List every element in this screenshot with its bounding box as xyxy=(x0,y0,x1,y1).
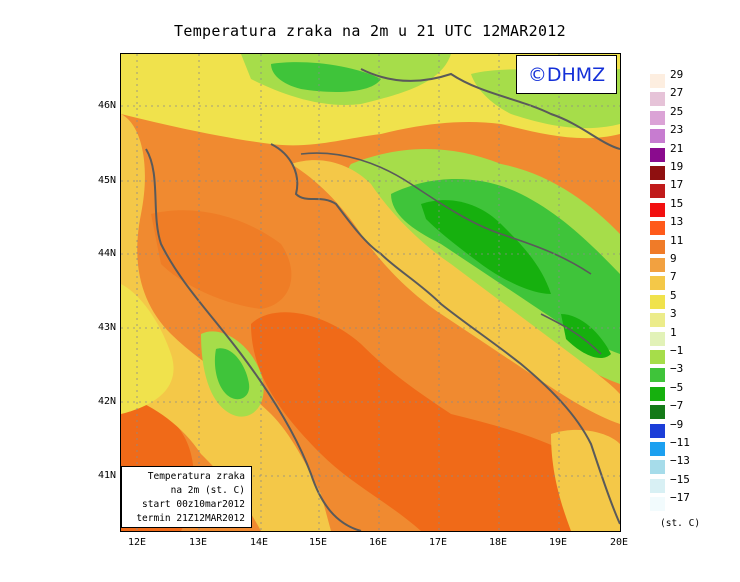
legend-swatch xyxy=(650,110,665,125)
info-line-4: termin 21Z12MAR2012 xyxy=(136,513,245,524)
field-dinaric-cold xyxy=(421,200,551,294)
legend-label: 1 xyxy=(670,325,677,339)
x-tick-20e: 20E xyxy=(609,537,629,548)
legend-swatch xyxy=(650,442,665,456)
x-tick-12e: 12E xyxy=(127,537,147,548)
legend-label: 7 xyxy=(670,270,677,284)
coastline-balkans xyxy=(270,143,620,525)
y-tick-41n: 41N xyxy=(97,470,116,481)
legend-label: 5 xyxy=(670,288,677,302)
legend-swatch xyxy=(650,92,665,107)
legend-label: −13 xyxy=(670,454,690,468)
legend-swatch xyxy=(650,331,665,346)
legend-label: 17 xyxy=(670,178,684,192)
y-tick-45n: 45N xyxy=(97,175,116,186)
info-line-1: Temperatura zraka xyxy=(147,471,245,482)
legend-label: 15 xyxy=(670,196,684,210)
x-tick-15e: 15E xyxy=(308,537,328,548)
legend-label: 21 xyxy=(670,141,684,155)
temperature-map xyxy=(120,53,621,532)
x-tick-19e: 19E xyxy=(548,537,568,548)
legend-label: 19 xyxy=(670,160,684,173)
legend-swatch xyxy=(650,313,665,328)
legend-swatch xyxy=(650,239,665,254)
legend-label: 11 xyxy=(670,233,684,247)
gridlines xyxy=(121,54,620,531)
legend-label: 27 xyxy=(670,86,684,100)
field-montenegro-cold xyxy=(561,314,611,359)
y-tick-46n: 46N xyxy=(97,100,116,111)
legend-label: 29 xyxy=(670,68,684,81)
field-sea-core-south xyxy=(251,312,601,531)
legend-swatch xyxy=(650,497,665,512)
field-italy-land xyxy=(121,114,331,531)
coastline-italy xyxy=(145,148,362,531)
legend-label: −9 xyxy=(670,417,684,431)
legend-label: −5 xyxy=(670,380,684,394)
legend-swatch xyxy=(650,184,665,199)
y-tick-44n: 44N xyxy=(97,248,116,259)
x-tick-14e: 14E xyxy=(249,537,269,548)
info-box: Temperatura zraka na 2m (st. C) start 00… xyxy=(121,466,252,528)
field-croatian-coast xyxy=(291,160,620,424)
legend-swatch xyxy=(650,350,665,364)
legend-swatch xyxy=(650,202,665,217)
legend-swatch xyxy=(650,478,665,493)
legend-swatch xyxy=(650,129,665,144)
dhmz-logo: ©DHMZ xyxy=(516,55,617,94)
legend-swatch xyxy=(650,460,665,475)
legend-label: 13 xyxy=(670,215,684,229)
legend-label: −1 xyxy=(670,344,684,357)
field-albania xyxy=(551,429,620,531)
x-tick-18e: 18E xyxy=(488,537,508,548)
field-italy-coast xyxy=(121,284,174,414)
field-alps-cool xyxy=(271,62,381,92)
legend-swatch xyxy=(650,368,665,383)
x-tick-17e: 17E xyxy=(428,537,448,548)
legend-swatch xyxy=(650,221,665,236)
field-apennines-cool xyxy=(214,348,250,400)
field-sea-core-north xyxy=(151,210,292,309)
border-croatia-bosnia xyxy=(300,152,592,275)
legend-swatch xyxy=(650,423,665,438)
legend-swatch xyxy=(650,386,665,401)
border-montenegro xyxy=(540,313,602,355)
legend-swatch xyxy=(650,147,665,162)
legend-label: −3 xyxy=(670,362,684,376)
legend-swatch xyxy=(650,166,665,180)
legend-unit: (st. C) xyxy=(660,518,701,529)
info-line-2: na 2m (st. C) xyxy=(170,485,245,496)
legend-label: −17 xyxy=(670,491,690,505)
legend-label: 9 xyxy=(670,252,677,265)
y-tick-43n: 43N xyxy=(97,322,116,333)
x-tick-16e: 16E xyxy=(368,537,388,548)
legend-label: −7 xyxy=(670,399,684,413)
info-line-3: start 00z10mar2012 xyxy=(142,499,245,510)
legend-swatch xyxy=(650,405,665,420)
legend-swatch xyxy=(650,276,665,291)
legend-swatch xyxy=(650,294,665,309)
map-title: Temperatura zraka na 2m u 21 UTC 12MAR20… xyxy=(174,22,566,40)
legend-swatch xyxy=(650,258,665,272)
legend-label: −15 xyxy=(670,472,690,486)
legend-label: 3 xyxy=(670,307,677,321)
x-tick-13e: 13E xyxy=(188,537,208,548)
border-north xyxy=(360,68,620,150)
legend-swatch xyxy=(650,74,665,88)
y-tick-42n: 42N xyxy=(97,396,116,407)
legend-label: −11 xyxy=(670,436,690,449)
temperature-field xyxy=(121,54,620,531)
legend-label: 23 xyxy=(670,123,684,137)
legend-label: 25 xyxy=(670,104,684,118)
